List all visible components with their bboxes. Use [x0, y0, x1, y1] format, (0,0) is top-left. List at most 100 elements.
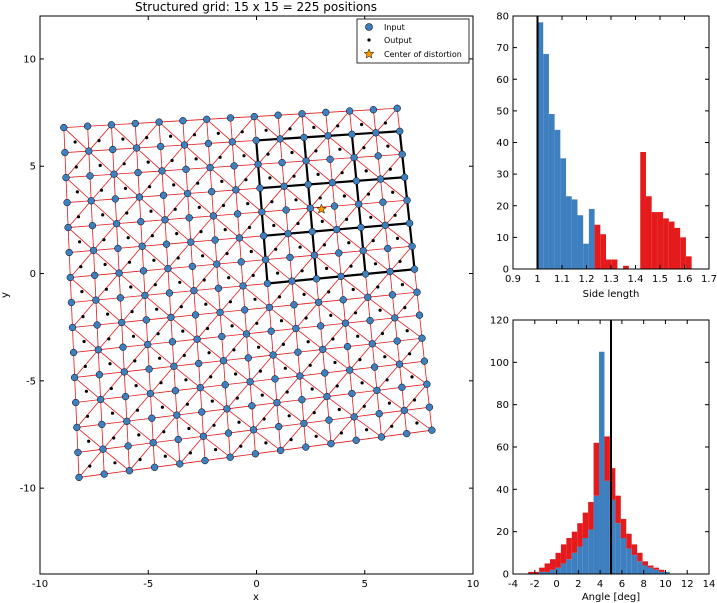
input-point [211, 236, 219, 244]
mesh-edge [223, 360, 226, 385]
distortion-edge [365, 270, 391, 276]
mesh-edge [320, 322, 346, 327]
mesh-edge [116, 223, 119, 249]
input-point [164, 264, 172, 273]
mesh-edge [384, 225, 389, 249]
mesh-edge [327, 135, 331, 160]
mesh-edge [72, 327, 74, 353]
mesh-edge [88, 149, 113, 152]
mesh-edge [96, 324, 99, 350]
input-point [302, 157, 310, 165]
input-point [88, 221, 97, 230]
input-point [319, 345, 327, 354]
mesh-edge [204, 456, 231, 461]
mesh-edge [70, 277, 97, 301]
mesh-edge [209, 167, 213, 192]
input-point [242, 330, 251, 338]
mesh-edge [385, 225, 413, 247]
main-x-tick-label: -10 [32, 579, 48, 590]
side-length-bar [560, 158, 567, 269]
output-point [122, 162, 126, 166]
mesh-edge [91, 225, 94, 251]
output-point [385, 378, 389, 382]
output-point [335, 384, 339, 388]
angle-bar [626, 548, 632, 574]
input-point [139, 267, 148, 275]
input-point [312, 275, 321, 283]
output-point [85, 414, 90, 418]
mesh-edge [269, 280, 293, 308]
mesh-edge [299, 375, 328, 397]
main-plot-frame [39, 15, 474, 575]
mesh-edge [69, 277, 72, 303]
input-point [403, 196, 411, 204]
mesh-edge [314, 254, 342, 277]
mesh-edge [87, 124, 112, 127]
mesh-edge [77, 448, 104, 453]
angle-bar [658, 569, 665, 572]
input-point [73, 423, 81, 432]
output-point [204, 302, 208, 306]
mesh-edge [144, 268, 169, 296]
mesh-edge [213, 213, 238, 217]
mesh-edge [69, 250, 94, 253]
mesh-edge [98, 346, 124, 351]
output-points [73, 121, 419, 468]
mesh-edge [206, 119, 209, 144]
output-point [347, 241, 351, 245]
input-point [304, 180, 312, 189]
distortion-edge [362, 250, 367, 275]
output-point [329, 313, 333, 317]
mesh-edge [303, 423, 307, 448]
mesh-edge [242, 283, 268, 287]
input-point [244, 354, 252, 362]
mesh-edge [158, 122, 161, 147]
side-length-x-tick-label: 1.5 [652, 274, 668, 285]
mesh-edge [87, 126, 90, 152]
mesh-edge [150, 393, 153, 419]
legend: Input Output Center of distortion [356, 18, 470, 64]
angle-bar [620, 538, 627, 574]
mesh-edge [203, 408, 228, 437]
input-point [248, 402, 256, 410]
mesh-edge [392, 291, 418, 296]
input-point [125, 467, 134, 475]
output-point [242, 154, 246, 158]
input-point [124, 442, 132, 450]
input-point [204, 139, 213, 148]
output-point [160, 405, 164, 409]
mesh-edge [93, 250, 120, 274]
output-point [149, 209, 153, 213]
output-point [102, 238, 106, 242]
output-point [320, 219, 324, 223]
output-point [202, 278, 206, 282]
input-point [218, 332, 226, 341]
mesh-edge [303, 396, 328, 424]
mesh-edge [192, 263, 217, 267]
output-point [257, 345, 261, 349]
mesh-edge [353, 416, 357, 441]
input-point [256, 184, 264, 192]
distortion-edge [256, 137, 281, 142]
mesh-edge [102, 448, 130, 471]
mesh-edge [95, 297, 121, 301]
mesh-edge [401, 387, 405, 411]
mesh-edge [274, 378, 278, 403]
output-point [197, 205, 201, 209]
output-point [210, 399, 214, 403]
mesh-edge [178, 435, 204, 440]
mesh-edge [122, 347, 125, 372]
output-point [283, 366, 287, 370]
mesh-edge [226, 405, 252, 410]
mesh-edge [203, 432, 229, 437]
angle-y-tick-label: 60 [496, 443, 509, 454]
mesh-edge [95, 299, 122, 323]
mesh-edge [78, 473, 105, 478]
mesh-edge [187, 167, 211, 194]
mesh-edge [349, 109, 374, 112]
mesh-edge [78, 448, 104, 478]
mesh-edge [299, 349, 324, 377]
mesh-edge [257, 138, 281, 165]
input-point [131, 119, 139, 128]
main-plot-title: Structured grid: 15 x 15 = 225 positions [135, 0, 377, 14]
